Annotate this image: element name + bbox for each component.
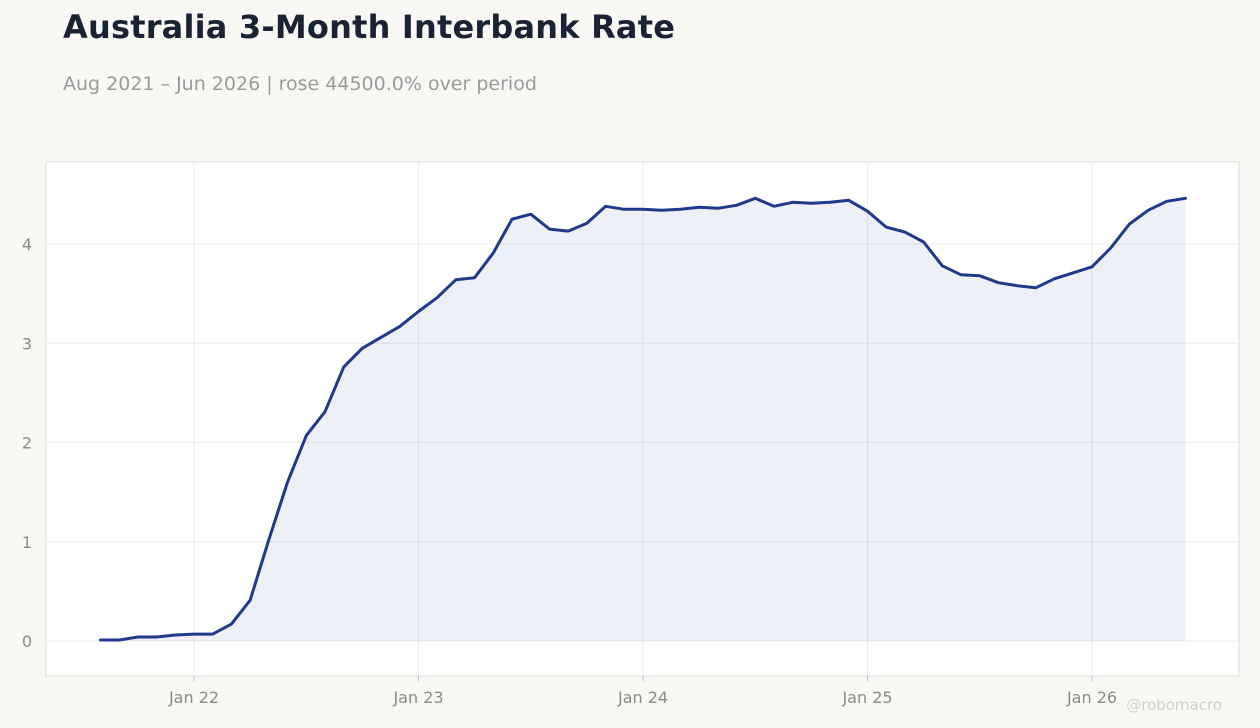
grid-lines [46, 162, 1239, 676]
y-tick-label: 1 [22, 533, 32, 552]
y-tick-label: 0 [22, 632, 32, 651]
y-tick-label: 4 [22, 235, 32, 254]
chart-subtitle: Aug 2021 – Jun 2026 | rose 44500.0% over… [63, 73, 537, 95]
chart-title: Australia 3-Month Interbank Rate [63, 8, 676, 46]
x-tick-label: Jan 23 [392, 688, 443, 707]
watermark: @robomacro [1126, 696, 1222, 714]
x-tick-label: Jan 24 [617, 688, 668, 707]
x-tick-label: Jan 25 [841, 688, 892, 707]
y-tick-label: 2 [22, 434, 32, 453]
x-axis-ticks: Jan 22 Jan 23 Jan 24 Jan 25 Jan 26 [168, 676, 1117, 707]
x-tick-label: Jan 22 [168, 688, 219, 707]
rate-series-line [99, 196, 1187, 642]
rate-area-fill [100, 198, 1186, 642]
y-tick-label: 3 [22, 334, 32, 353]
x-tick-label: Jan 26 [1066, 688, 1117, 707]
y-axis-ticks: 0 1 2 3 4 [22, 235, 32, 651]
